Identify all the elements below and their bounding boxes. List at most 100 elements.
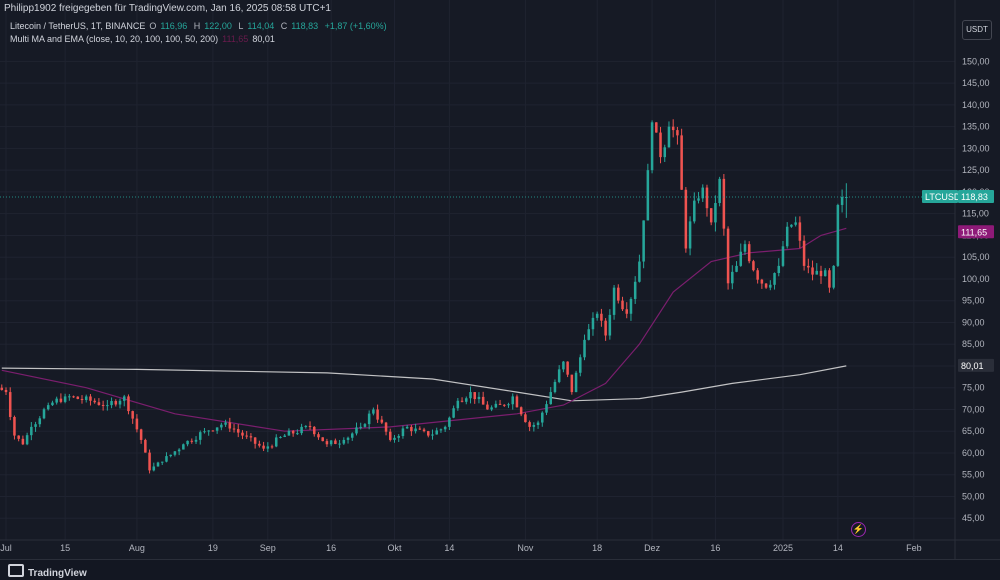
time-axis[interactable]: Jul 15 Aug 19 Sep 16 Okt 14 Nov 18 Dez 16 2025 14 Feb [0, 539, 1000, 553]
candle [777, 258, 781, 277]
candle-body [427, 431, 430, 436]
candle [735, 261, 738, 273]
candle-body [84, 396, 88, 401]
candle [34, 421, 37, 432]
candle-body [258, 443, 261, 446]
candle-body [190, 440, 194, 442]
candle [270, 444, 274, 449]
candle [435, 427, 438, 435]
candle-body [291, 430, 295, 434]
price-axis[interactable]: 45,0050,0055,0060,0065,0070,0075,0080,00… [954, 0, 990, 559]
candle-body [59, 398, 63, 402]
candle [207, 430, 210, 436]
y-tick-label: 55,00 [962, 470, 985, 480]
candle-body [688, 221, 692, 249]
candle-body [625, 309, 629, 314]
candle-body [671, 126, 675, 131]
candle [152, 462, 156, 472]
candle-body [570, 374, 574, 393]
y-tick-label: 70,00 [962, 404, 985, 414]
candle [84, 394, 88, 403]
candle [177, 448, 181, 456]
candle-body [600, 313, 603, 321]
candle-body [414, 428, 417, 432]
candle [194, 436, 198, 445]
y-tick-label: 95,00 [962, 296, 985, 306]
tradingview-logo-icon [8, 564, 24, 577]
candle-body [604, 320, 607, 336]
candle-body [709, 208, 713, 223]
candle-body [739, 251, 743, 266]
candle [300, 423, 303, 436]
candle [541, 411, 544, 427]
candle-body [460, 400, 464, 402]
candle-body [17, 435, 20, 439]
candle-body [135, 418, 139, 430]
candle-body [376, 409, 379, 420]
candle [224, 419, 227, 427]
candle-body [63, 396, 67, 402]
candle-body [266, 446, 270, 449]
candle [566, 361, 569, 378]
candle [346, 436, 350, 444]
candle-body [110, 401, 113, 406]
candle [752, 259, 755, 272]
candle [773, 272, 776, 290]
candle-body [68, 396, 71, 398]
candle-body [144, 439, 147, 453]
candle-body [80, 398, 84, 401]
candle-body [4, 389, 8, 393]
candle [182, 443, 185, 450]
candle [160, 461, 164, 465]
y-tick-label: 140,00 [962, 100, 990, 110]
candle-body [401, 428, 405, 437]
candle [325, 438, 329, 447]
candle-body [477, 396, 481, 400]
candle-body [819, 270, 823, 277]
y-tick-label: 75,00 [962, 383, 985, 393]
candle [667, 121, 671, 148]
candle-body [363, 424, 367, 427]
candle [469, 386, 472, 404]
candle-body [790, 224, 793, 227]
candle [498, 399, 502, 405]
x-tick-label: 16 [326, 543, 336, 553]
candle-body [701, 187, 705, 199]
close-label: C [280, 21, 288, 31]
candle-body [633, 281, 637, 299]
tradingview-logo[interactable]: TradingView [8, 564, 87, 579]
candle-body [203, 431, 206, 433]
candle [760, 278, 764, 289]
candle-body [393, 437, 396, 440]
price-value-tag-bg [958, 190, 994, 204]
candle-body [785, 226, 789, 247]
candle-body [304, 425, 308, 427]
candle-body [228, 422, 232, 429]
currency-button[interactable]: USDT [962, 20, 992, 40]
candle [600, 308, 603, 327]
candle-body [828, 270, 831, 288]
close-value: 118,83 [291, 21, 319, 31]
lightning-icon[interactable]: ⚡ [851, 522, 866, 537]
candle [376, 404, 379, 423]
symbol-title[interactable]: Litecoin / TetherUS, 1T, BINANCE [10, 21, 146, 31]
candle-body [325, 441, 329, 445]
candle [0, 384, 4, 391]
candle [460, 397, 464, 403]
candle-body [473, 392, 476, 400]
y-tick-label: 100,00 [962, 274, 990, 284]
candle-body [726, 228, 730, 284]
candle-body [760, 279, 764, 284]
candle-body [650, 122, 654, 171]
candle-body [747, 244, 751, 262]
candle [646, 163, 650, 221]
candle [8, 387, 12, 421]
candle [89, 393, 92, 406]
x-tick-label: Okt [387, 543, 402, 553]
indicator-title[interactable]: Multi MA and EMA (close, 10, 20, 100, 10… [10, 34, 219, 44]
candle [401, 425, 405, 439]
y-tick-label: 90,00 [962, 317, 985, 327]
candle [203, 427, 206, 434]
candle [604, 318, 607, 341]
